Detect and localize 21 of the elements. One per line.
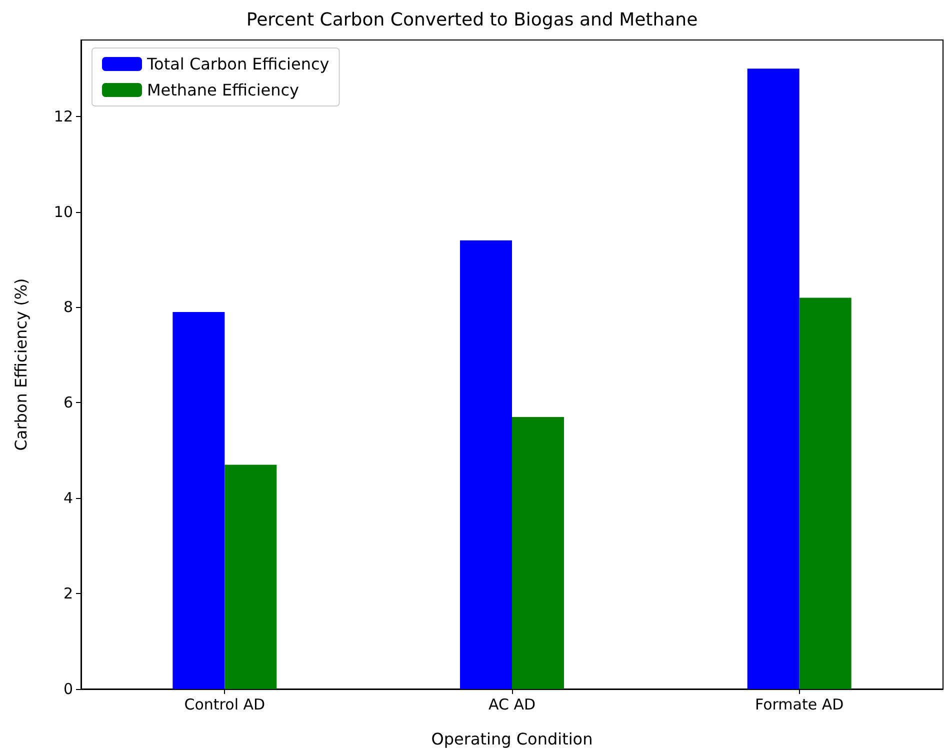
x-tick-label: Control AD [184, 696, 266, 714]
x-tick-label: AC AD [488, 696, 536, 714]
y-axis-title: Carbon Efficiency (%) [12, 278, 30, 451]
chart-title: Percent Carbon Converted to Biogas and Methane [246, 10, 698, 30]
legend-label: Methane Efficiency [147, 80, 300, 100]
y-tick-label: 12 [54, 107, 73, 126]
bar [224, 464, 277, 689]
legend-label: Total Carbon Efficiency [146, 54, 330, 74]
bar [799, 298, 852, 689]
bar [512, 416, 564, 689]
bar [747, 68, 800, 689]
y-tick-label: 0 [63, 680, 73, 698]
bar [460, 240, 512, 689]
y-tick-label: 8 [63, 298, 73, 316]
y-tick-label: 6 [63, 394, 73, 412]
y-tick-label: 4 [63, 489, 73, 508]
y-tick-label: 2 [63, 584, 73, 603]
y-tick-label: 10 [54, 202, 73, 221]
x-tick-label: Formate AD [754, 696, 844, 714]
bar [172, 312, 225, 689]
x-axis-title: Operating Condition [431, 730, 593, 748]
